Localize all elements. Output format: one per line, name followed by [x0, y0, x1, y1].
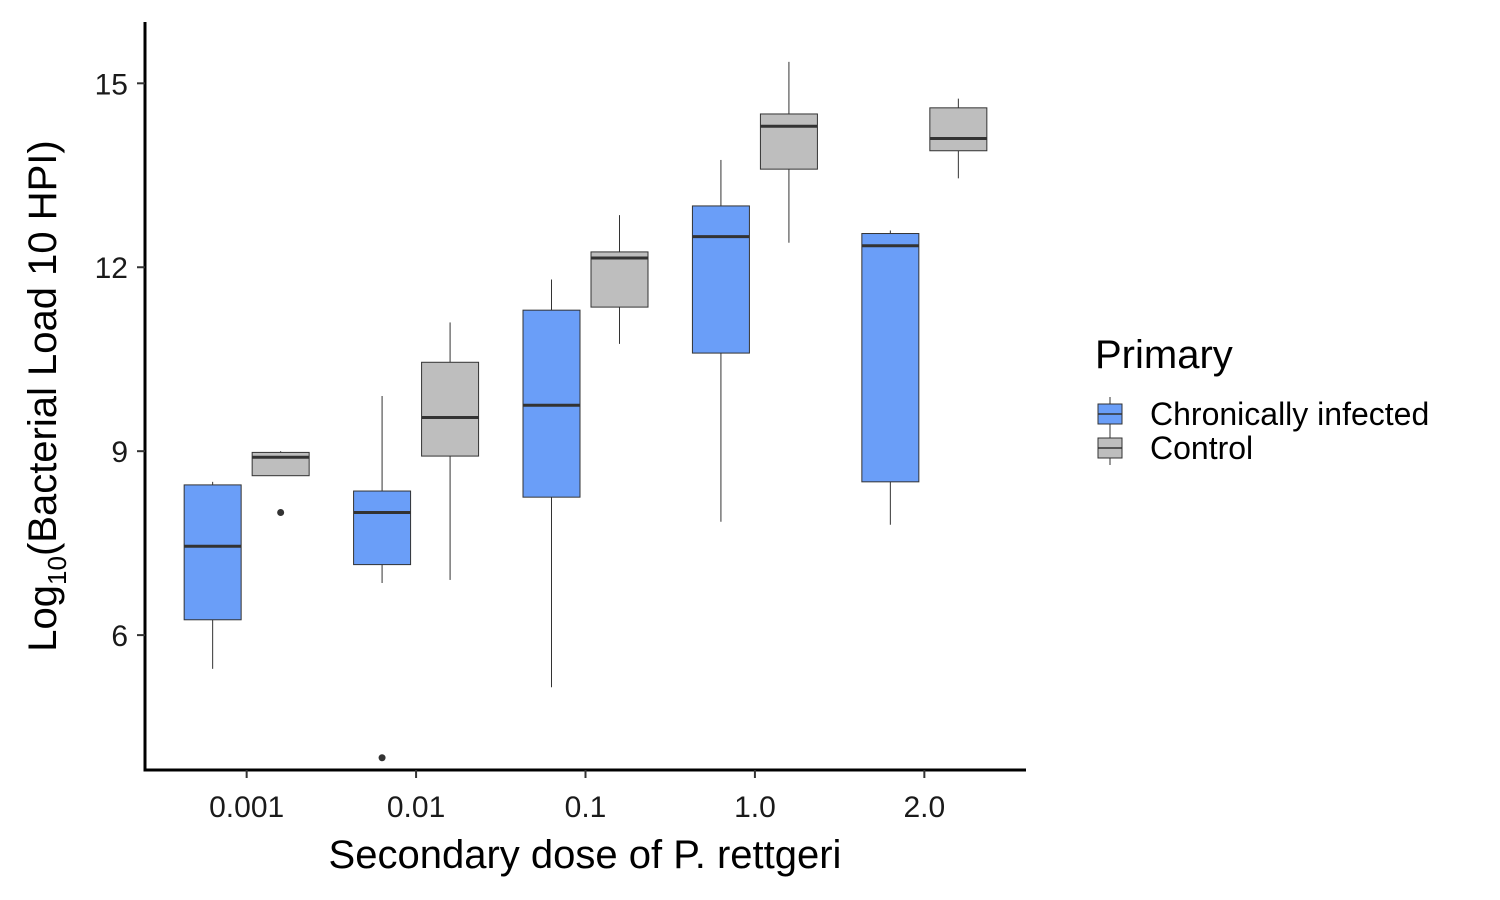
box-control-0.1 — [590, 215, 649, 344]
y-axis-title-prefix: Log — [21, 585, 65, 652]
box-chronically-infected-0.01 — [353, 396, 412, 762]
box-body — [929, 107, 988, 152]
box-body — [759, 113, 818, 170]
outlier-point — [277, 508, 285, 516]
box-chronically-infected-0.001 — [183, 481, 242, 669]
box-body — [691, 205, 750, 354]
box-chronically-infected-0.1 — [522, 279, 581, 688]
x-tick-label: 0.01 — [387, 791, 445, 824]
legend-item: Chronically infected — [1097, 396, 1429, 432]
legend-label: Control — [1150, 430, 1253, 466]
x-axis-title: Secondary dose of P. rettgeri — [329, 833, 842, 877]
y-ticks: 6 9 12 15 — [95, 68, 145, 653]
x-tick-label: 1.0 — [734, 791, 776, 824]
y-tick-label: 6 — [111, 620, 128, 653]
box-body — [861, 233, 920, 483]
box-body — [421, 361, 480, 457]
x-tick-label: 0.001 — [209, 791, 284, 824]
box-chronically-infected-1.0 — [691, 159, 750, 522]
y-tick-label: 12 — [95, 252, 128, 285]
x-tick-label: 2.0 — [903, 791, 945, 824]
box-chronically-infected-2.0 — [861, 230, 920, 525]
box-control-1.0 — [759, 61, 818, 243]
y-axis-title: Log10(Bacterial Load 10 HPI) — [21, 140, 72, 651]
box-body — [353, 490, 412, 566]
legend-label: Chronically infected — [1150, 396, 1429, 432]
y-tick-label: 9 — [111, 436, 128, 469]
legend-title: Primary — [1095, 333, 1233, 377]
outlier-point — [378, 754, 386, 762]
box-control-0.01 — [421, 322, 480, 580]
box-control-0.001 — [251, 451, 310, 516]
y-axis-title-suffix: (Bacterial Load 10 HPI) — [21, 140, 65, 556]
y-tick-label: 15 — [95, 68, 128, 101]
y-axis-title-subscript: 10 — [42, 556, 72, 585]
box-body — [522, 309, 581, 498]
x-ticks: 0.001 0.01 0.1 1.0 2.0 — [209, 770, 945, 824]
x-tick-label: 0.1 — [565, 791, 607, 824]
box-body — [183, 484, 242, 621]
plot-marks — [183, 61, 988, 762]
box-body — [590, 251, 649, 308]
box-control-2.0 — [929, 98, 988, 179]
legend-item: Control — [1097, 430, 1253, 466]
